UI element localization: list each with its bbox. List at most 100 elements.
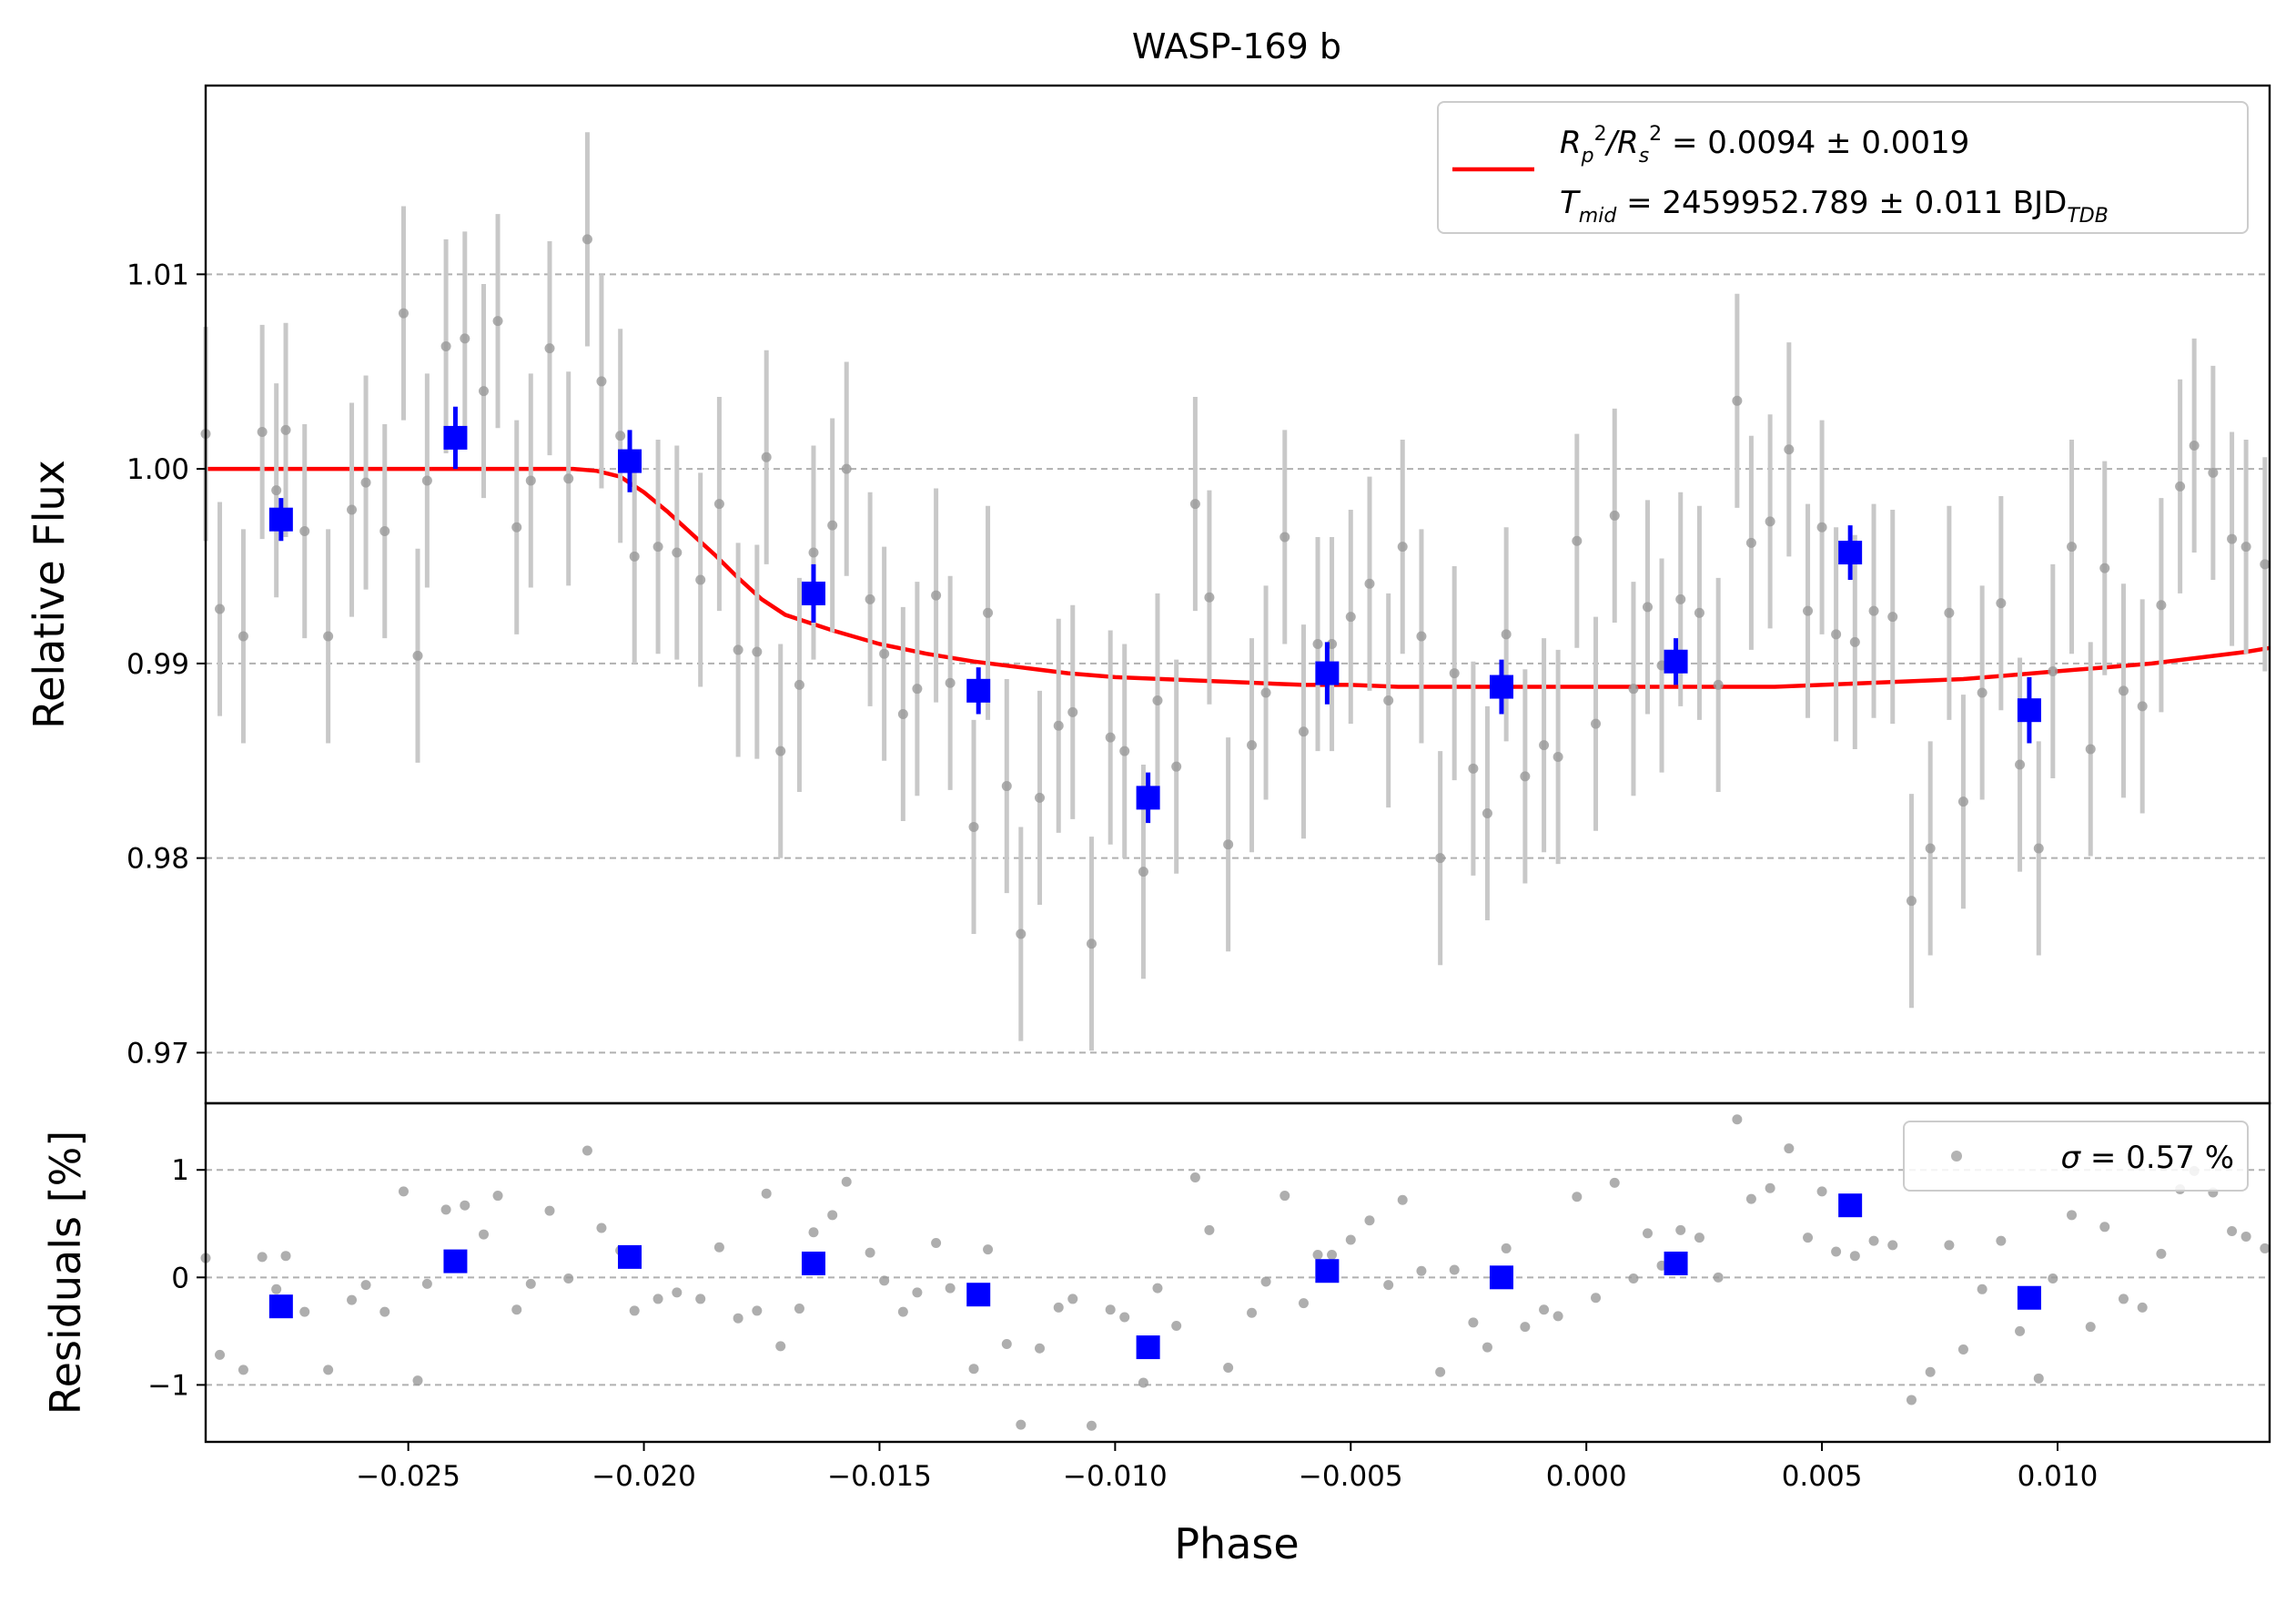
raw-residual-point [2156,1248,2167,1259]
raw-flux-point [582,234,592,245]
raw-residual-point [672,1287,683,1298]
raw-flux-point [2033,843,2044,854]
x-tick-label: 0.000 [1546,1460,1627,1493]
binned-residual-point [1838,1193,1863,1218]
raw-flux-point [2208,467,2219,478]
raw-residual-point [1138,1377,1148,1388]
binned-flux-point [443,425,468,450]
raw-flux-point [1745,537,1756,548]
binned-flux-point [966,678,991,703]
raw-residual-point [479,1229,490,1240]
raw-residual-point [1501,1243,1512,1253]
raw-flux-point [1279,532,1290,543]
raw-residual-point [596,1223,607,1233]
raw-residual-point [1001,1339,1012,1350]
raw-residual-point [1152,1283,1163,1294]
raw-residual-point [1119,1312,1130,1323]
raw-flux-point [1189,499,1200,510]
raw-flux-point [347,504,358,515]
raw-residual-point [347,1294,358,1305]
raw-residual-point [1468,1317,1479,1328]
raw-flux-point [1925,843,1936,854]
raw-residual-point [582,1145,592,1156]
raw-flux-point [511,522,522,533]
raw-residual-point [794,1304,804,1314]
legend-residual-marker [1951,1151,1962,1162]
raw-residual-point [713,1242,724,1253]
raw-residual-point [1086,1420,1097,1431]
raw-residual-point [1816,1186,1827,1197]
top-y-ticks: 0.97 0.98 0.99 1.00 1.01 [126,259,206,1070]
raw-residual-point [398,1186,409,1197]
raw-flux-point [2175,481,2186,492]
binned-flux-points [268,406,2041,824]
raw-residual-point [511,1304,522,1315]
raw-residual-point [1539,1304,1550,1315]
raw-flux-point [1298,726,1309,737]
raw-flux-point [761,451,772,462]
raw-flux-point [1397,542,1408,553]
raw-flux-point [1572,535,1583,546]
raw-residual-point [968,1364,979,1375]
raw-flux-point [879,648,890,659]
raw-residual-point [1849,1251,1860,1262]
raw-flux-point [1119,746,1130,756]
raw-flux-point [1539,740,1550,751]
raw-flux-point [1591,718,1602,729]
raw-flux-point [713,499,724,510]
raw-residual-point [1449,1264,1460,1275]
raw-residual-point [360,1280,371,1291]
raw-residual-point [1925,1366,1936,1377]
x-tick-label: 0.005 [1782,1460,1863,1493]
raw-flux-point [912,684,923,695]
raw-residual-point [733,1313,743,1324]
raw-flux-point [1053,720,1064,731]
raw-flux-point [1016,928,1027,939]
raw-residual-point [841,1176,852,1187]
raw-flux-point [1906,896,1917,907]
raw-residual-point [761,1188,772,1199]
raw-flux-point [733,644,743,655]
raw-flux-point [695,574,706,585]
raw-flux-point [1345,612,1356,623]
raw-residual-point [238,1365,248,1375]
raw-flux-point [1364,578,1375,589]
raw-residual-point [1553,1311,1563,1322]
raw-flux-point [931,590,942,601]
raw-residual-point [695,1294,706,1304]
binned-residual-point [966,1283,991,1307]
binned-flux-point [1838,541,1863,565]
raw-flux-point [1086,938,1097,949]
binned-residual-point [443,1249,468,1273]
raw-flux-point [1501,629,1512,640]
x-axis-title: Phase [1174,1519,1299,1568]
bottom-y-tick-label: −1 [147,1369,189,1402]
raw-flux-point [629,551,640,562]
raw-residual-point [1520,1322,1531,1333]
binned-residual-point [1136,1335,1160,1360]
top-y-tick-label: 0.98 [126,843,189,876]
raw-residual-point [629,1305,640,1316]
raw-flux-point [1247,740,1258,751]
raw-flux-point [440,340,451,351]
raw-flux-point [794,679,804,690]
raw-flux-point [2227,533,2238,544]
raw-residual-point [1784,1143,1795,1154]
bottom-y-tick-label: 0 [171,1262,189,1294]
raw-residual-point [1067,1294,1078,1304]
bottom-legend: σ = 0.57 % [1903,1121,2249,1192]
raw-flux-point [1642,602,1653,613]
raw-flux-point [945,677,956,688]
raw-residual-point [1416,1265,1427,1276]
raw-flux-point [1152,695,1163,706]
top-y-axis-title: Relative Flux [25,460,74,729]
raw-residual-point [931,1238,942,1249]
raw-flux-point [752,646,763,657]
model-curve [206,466,2271,689]
raw-flux-point [215,604,226,614]
raw-flux-point [257,427,268,438]
raw-flux-point [1204,592,1215,603]
raw-residual-point [1996,1235,2007,1246]
raw-residual-point [1298,1298,1309,1309]
